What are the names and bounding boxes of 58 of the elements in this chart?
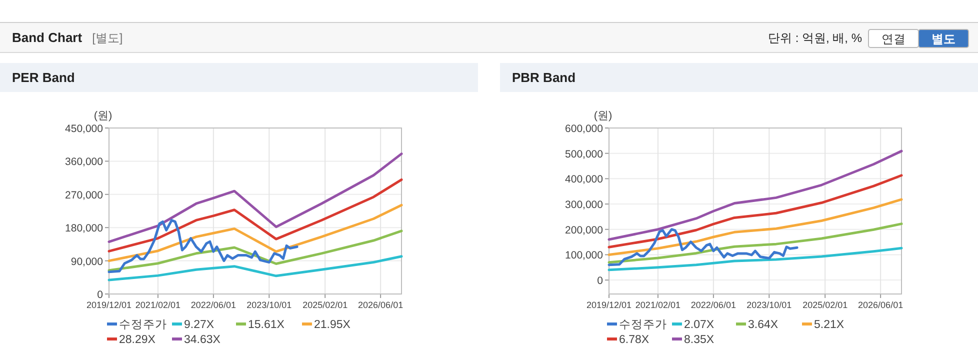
line-series: [608, 150, 903, 241]
x-tick-label: 2022/06/01: [690, 300, 736, 310]
legend-label: 수정주가: [119, 319, 167, 331]
legend-label: 5.21X: [814, 319, 844, 331]
text: Band Chart: [12, 30, 83, 45]
line-series: [108, 152, 403, 244]
legend-label: 2.07X: [684, 319, 714, 331]
x-tick-label: 2025/02/01: [302, 300, 348, 310]
x-tick-label: 2019/12/01: [86, 300, 132, 310]
y-tick-label: 300,000: [565, 199, 604, 212]
y-tick-label: 200,000: [565, 224, 604, 236]
x-tick-label: 2023/10/01: [246, 300, 292, 310]
text: 연결: [882, 32, 906, 46]
x-tick-label: 2026/06/01: [358, 300, 404, 310]
text: 별도: [932, 32, 956, 46]
chart-title: PBR Band: [512, 70, 576, 85]
line-series: [108, 255, 403, 282]
x-tick-label: 2022/06/01: [190, 300, 236, 310]
chart-title: PER Band: [12, 70, 75, 85]
line-series: [608, 228, 798, 266]
y-tick-label: 400,000: [565, 174, 604, 186]
y-tick-label: 270,000: [65, 189, 104, 202]
legend-label: 9.27X: [184, 319, 214, 331]
legend-label: 3.64X: [748, 319, 778, 331]
legend-label: 6.78X: [619, 334, 650, 346]
y-axis-title: (원): [594, 110, 612, 122]
legend-label: 21.95X: [314, 319, 351, 331]
legend-label: 8.35X: [684, 334, 714, 346]
legend-label: 수정주가: [619, 319, 667, 331]
line-series: [108, 178, 403, 252]
x-tick-label: 2023/10/01: [746, 300, 792, 310]
legend-label: 34.63X: [184, 334, 221, 346]
y-tick-label: 90,000: [70, 256, 104, 268]
line-series: [608, 174, 903, 248]
line-series: [608, 246, 903, 272]
x-tick-label: 2021/02/01: [635, 300, 680, 310]
y-tick-label: 0: [97, 289, 104, 301]
x-tick-label: 2026/06/01: [858, 300, 904, 310]
x-tick-label: 2019/12/01: [586, 300, 632, 310]
legend-label: 28.29X: [119, 334, 156, 346]
legend-label: 15.61X: [248, 319, 285, 331]
text: [별도]: [92, 31, 123, 45]
x-tick-label: 2025/02/01: [802, 300, 848, 310]
y-tick-label: 180,000: [65, 222, 104, 235]
text: 단위 : 억원, 배, %: [768, 31, 862, 45]
line-series: [108, 204, 403, 262]
y-tick-label: 100,000: [565, 250, 604, 262]
line-series: [608, 222, 903, 264]
y-tick-label: 600,000: [565, 123, 604, 135]
y-tick-label: 450,000: [65, 123, 104, 135]
x-tick-label: 2021/02/01: [135, 300, 180, 310]
y-tick-label: 0: [597, 275, 604, 288]
line-series: [608, 198, 903, 256]
y-tick-label: 500,000: [565, 148, 604, 160]
y-tick-label: 360,000: [65, 156, 104, 168]
y-axis-title: (원): [94, 110, 112, 122]
line-series: [108, 230, 403, 272]
line-series: [108, 218, 298, 274]
